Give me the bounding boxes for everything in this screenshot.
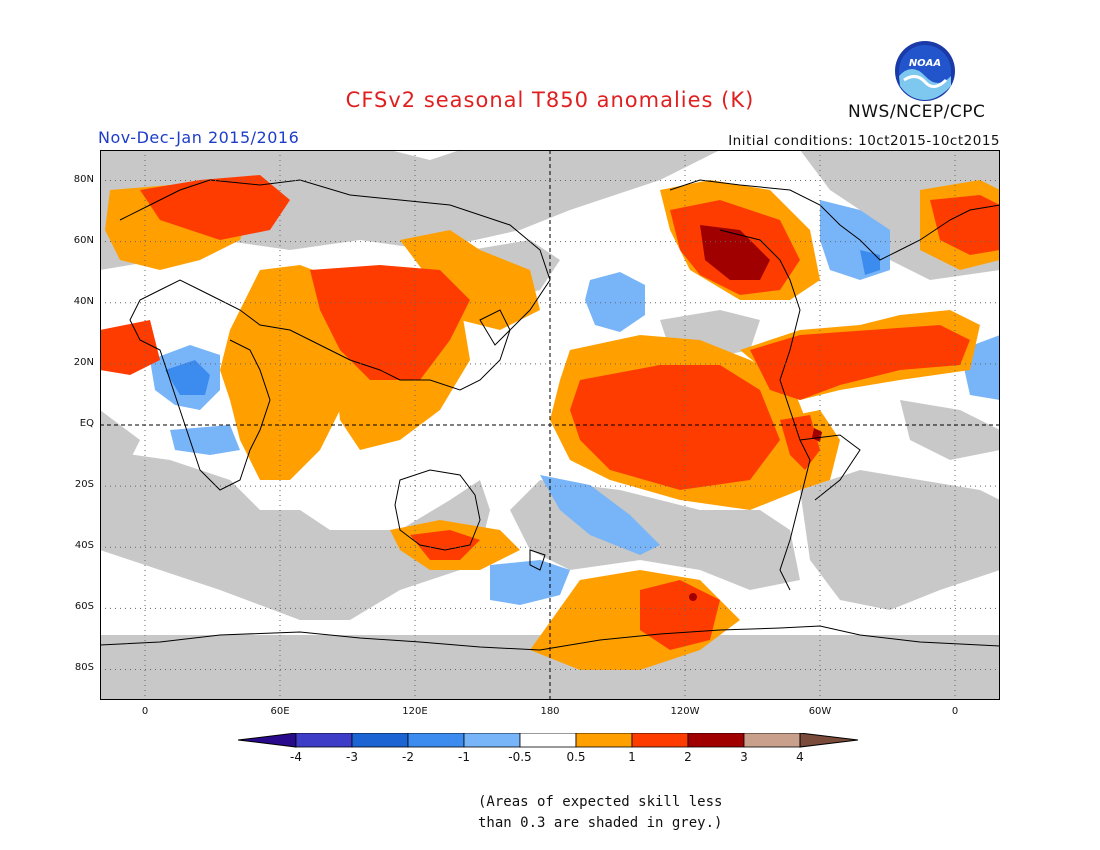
forecast-period: Nov-Dec-Jan 2015/2016 xyxy=(98,128,300,147)
negative-anomaly-regions xyxy=(150,200,1000,605)
lat-tick-label: 40N xyxy=(73,295,94,307)
colorbar-tick-label: 3 xyxy=(740,750,748,764)
lon-tick-label: 180 xyxy=(540,706,560,717)
lat-tick-label: 80N xyxy=(73,173,94,185)
colorbar-segment xyxy=(743,733,801,748)
skill-note-line-1: (Areas of expected skill less xyxy=(478,794,723,810)
colorbar-segment xyxy=(407,733,465,748)
colorbar-tick-label: 2 xyxy=(684,750,692,764)
colorbar-segment xyxy=(463,733,521,748)
map-border xyxy=(100,150,1000,700)
lon-tick-label: 0 xyxy=(951,706,959,717)
colorbar-tick-label: -3 xyxy=(346,750,358,764)
colorbar-segment xyxy=(687,733,745,748)
lat-tick-label: 80S xyxy=(74,662,94,674)
colorbar-tick-label: 0.5 xyxy=(566,750,585,764)
colorbar-tick-label: 4 xyxy=(796,750,804,764)
colorbar-segment xyxy=(295,733,353,748)
colorbar-tick-label: 1 xyxy=(628,750,636,764)
skill-note-line-2: than 0.3 are shaded in grey.) xyxy=(478,815,723,831)
svg-text:NOAA: NOAA xyxy=(909,58,941,69)
colorbar-segment xyxy=(575,733,633,748)
initial-conditions: Initial conditions: 10ct2015-10ct2015 xyxy=(728,133,1000,149)
colorbar-extend-low xyxy=(238,733,297,748)
agency-label: NWS/NCEP/CPC xyxy=(848,102,986,122)
colorbar-tick-label: -4 xyxy=(290,750,302,764)
lat-tick-label: 60N xyxy=(73,234,94,246)
colorbar-tick-label: -2 xyxy=(402,750,414,764)
lat-tick-label: 20N xyxy=(73,356,94,368)
lat-tick-label: 40S xyxy=(74,540,94,552)
colorbar-segment xyxy=(351,733,409,748)
skill-note: (Areas of expected skill less than 0.3 a… xyxy=(478,792,722,834)
colorbar: -4 -3 -2 -1 -0.5 0.5 1 2 3 4 xyxy=(238,733,859,764)
colorbar-extend-high xyxy=(799,733,859,748)
strong-warm-anomaly-regions xyxy=(100,175,1000,650)
lat-tick-label: 60S xyxy=(74,601,94,613)
lon-tick-label: 60W xyxy=(808,706,832,717)
lon-tick-label: 120E xyxy=(402,706,428,717)
lat-lon-grid xyxy=(100,150,1000,700)
lat-tick-label: EQ xyxy=(79,418,94,429)
colorbar-segment xyxy=(519,733,577,748)
map-title: CFSv2 seasonal T850 anomalies (K) xyxy=(345,88,755,112)
anomaly-map xyxy=(100,150,1000,700)
lon-tick-label: 0 xyxy=(141,706,149,717)
coastlines xyxy=(100,179,1000,651)
colorbar-tick-label: -0.5 xyxy=(508,750,531,764)
colorbar-segment xyxy=(631,733,689,748)
lat-tick-label: 20S xyxy=(74,479,94,491)
lon-tick-label: 120W xyxy=(670,706,700,717)
noaa-logo: NOAA xyxy=(895,41,955,101)
colorbar-tick-label: -1 xyxy=(458,750,470,764)
lon-tick-label: 60E xyxy=(270,706,290,717)
